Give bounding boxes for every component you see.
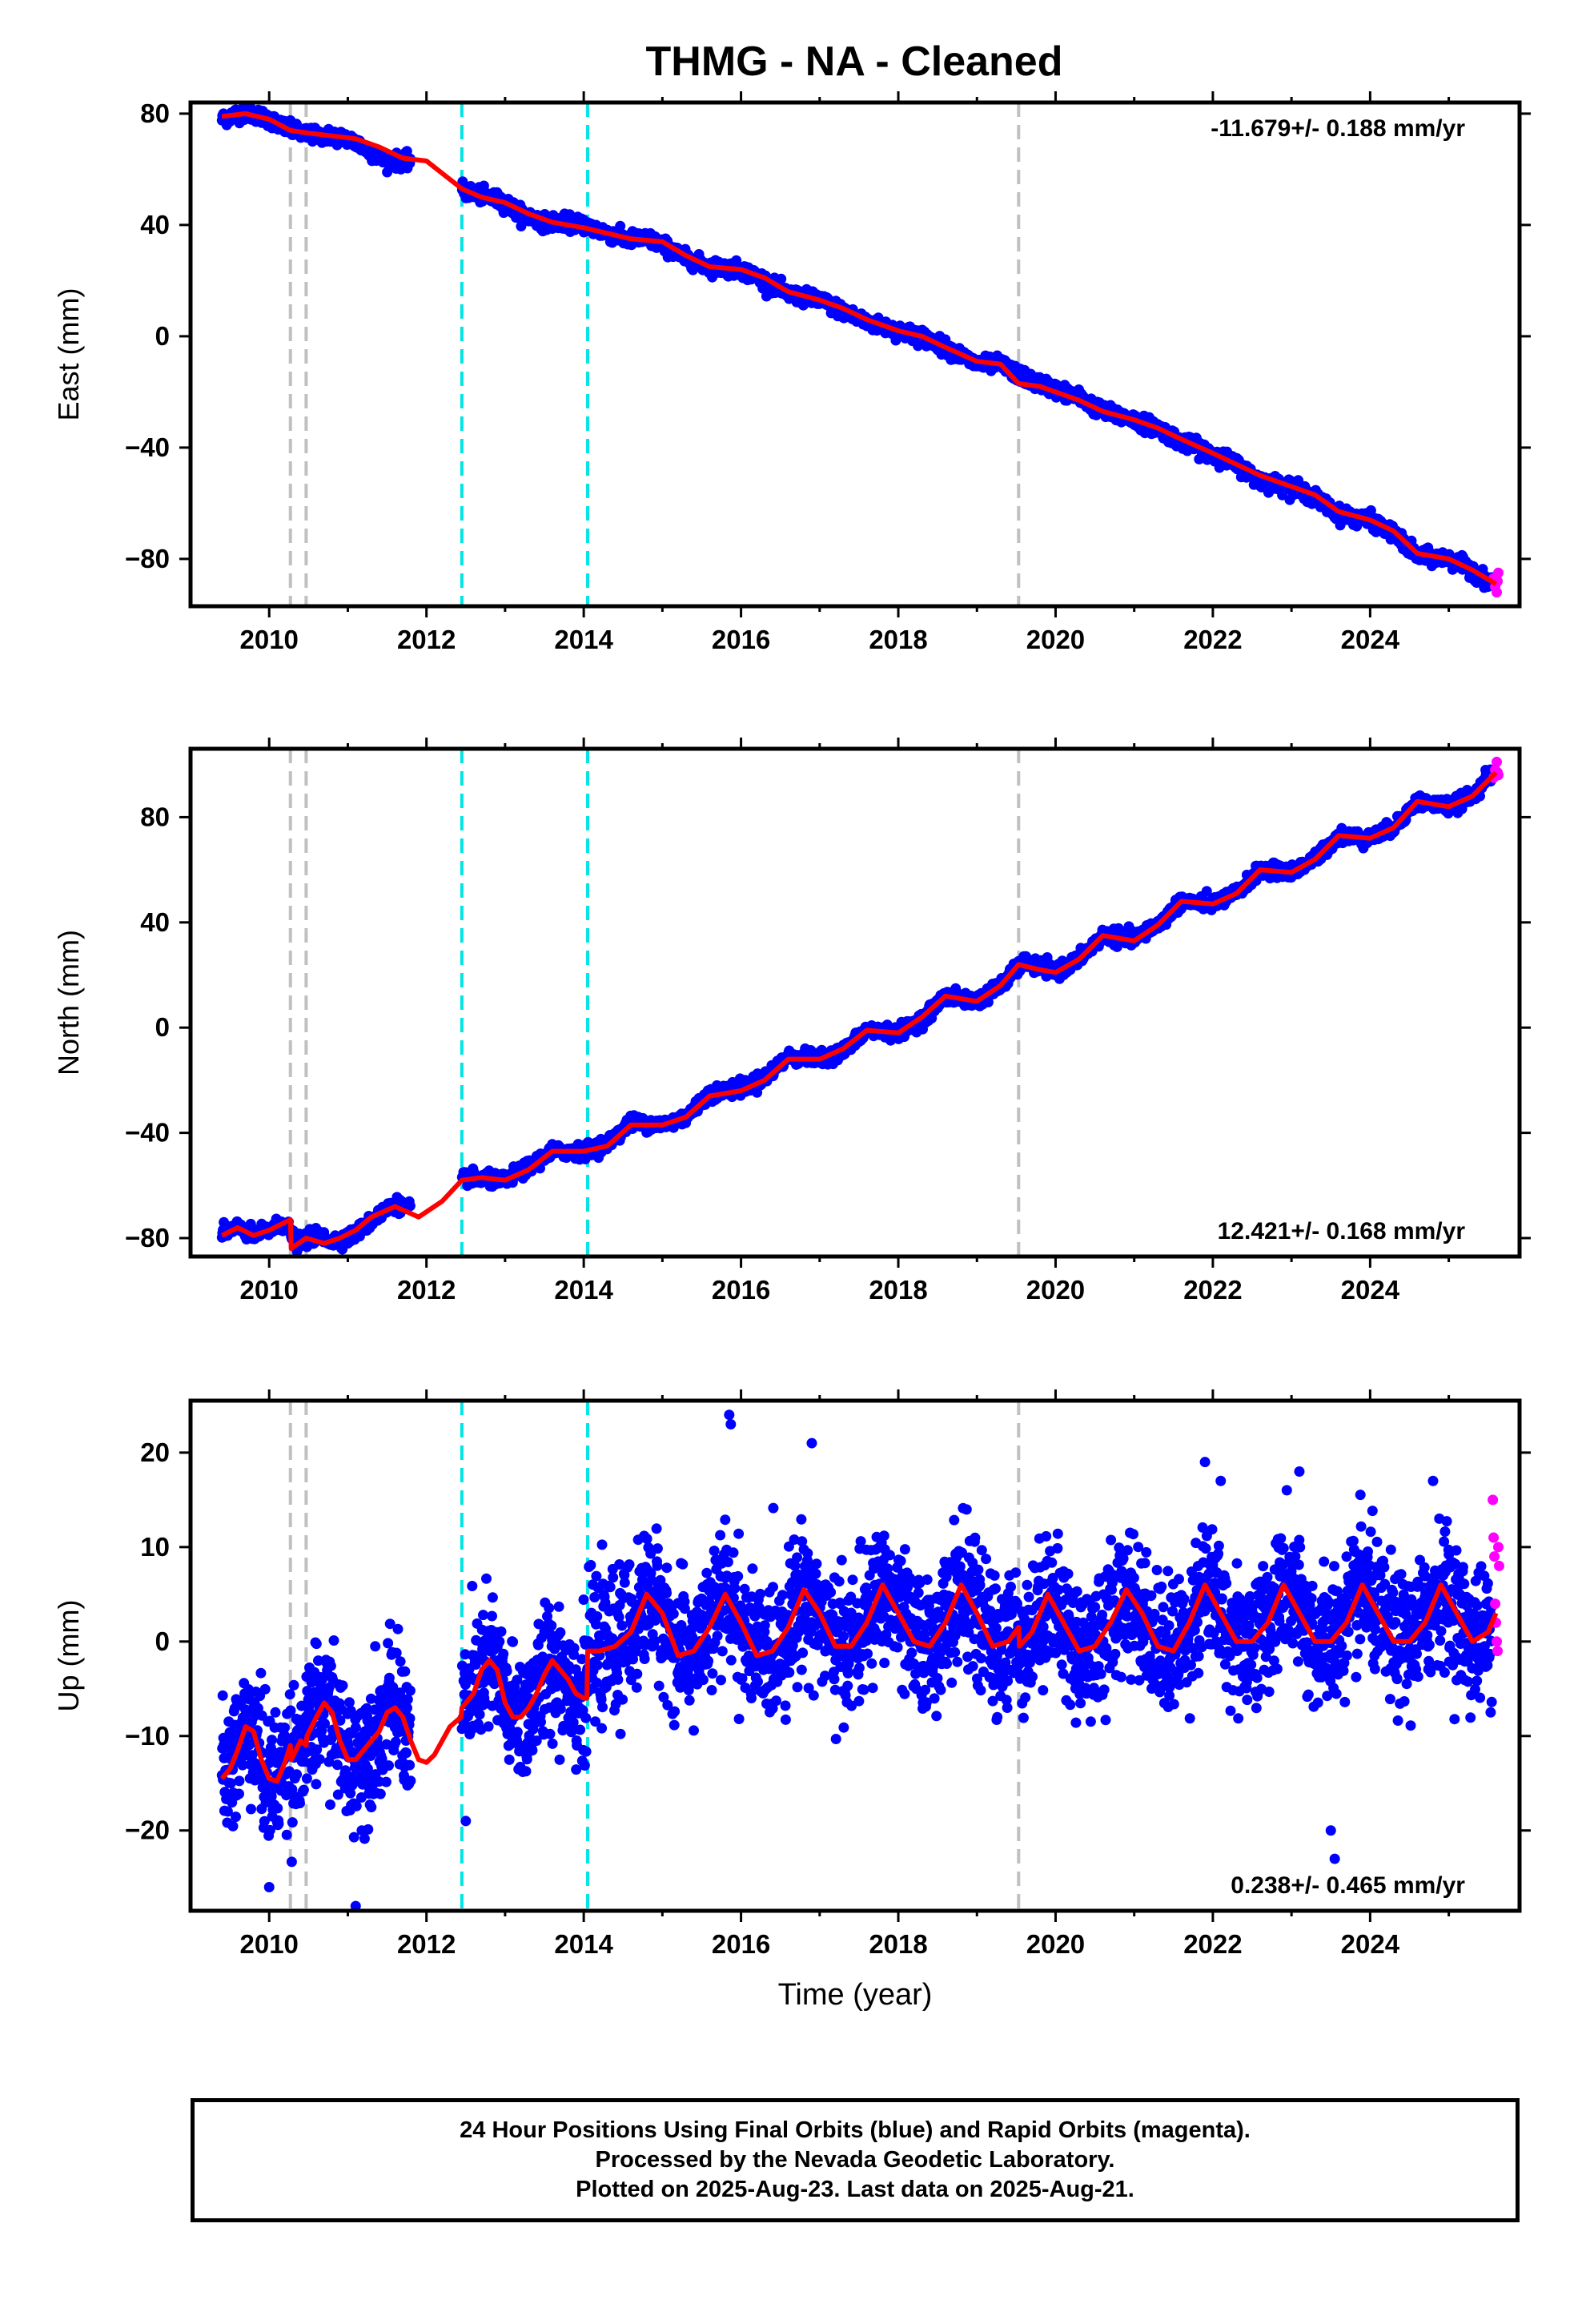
final-orbit-point	[404, 1200, 416, 1212]
final-orbit-points	[216, 103, 1497, 593]
x-tick-label: 2016	[712, 625, 770, 654]
panel-east: −80 −40 0 40 80 2010 2012 2014 2016 2018 2020 2022 2…	[52, 91, 1531, 654]
y-tick-label: −40	[125, 432, 170, 462]
final-orbit-point	[776, 273, 787, 284]
final-orbit-points	[216, 764, 1497, 1256]
final-orbit-point	[615, 220, 626, 231]
final-orbit-point	[1111, 941, 1122, 952]
x-tick-label: 2012	[397, 625, 456, 654]
plot-area	[216, 749, 1504, 1256]
plot-area	[216, 103, 1504, 606]
x-tick-label: 2024	[1341, 625, 1400, 654]
y-axis-label: East (mm)	[52, 288, 85, 421]
x-tick-label: 2014	[554, 625, 613, 654]
y-tick-label: 40	[140, 210, 170, 239]
final-orbit-point	[1365, 505, 1376, 516]
rapid-orbit-point	[1492, 567, 1504, 578]
x-tick-label: 2018	[869, 625, 927, 654]
y-tick-label: 80	[140, 99, 170, 128]
rate-label: -11.679+/- 0.188 mm/yr	[1211, 115, 1465, 142]
model-fit-line	[221, 111, 1498, 586]
plot-frame	[188, 100, 1522, 609]
y-tick-label: 0	[155, 321, 170, 351]
y-tick-label: −80	[125, 544, 170, 573]
panels: −80 −40 0 40 80 2010 2012 2014 2016 2018 2020 2022 2…	[52, 91, 1531, 2012]
rapid-orbit-point	[1492, 587, 1503, 598]
final-orbit-point	[1201, 886, 1212, 897]
x-tick-label: 2022	[1183, 625, 1242, 654]
x-tick-label: 2020	[1026, 625, 1085, 654]
x-tick-label: 2010	[240, 625, 299, 654]
chart-title: THMG - NA - Cleaned	[646, 38, 1063, 85]
